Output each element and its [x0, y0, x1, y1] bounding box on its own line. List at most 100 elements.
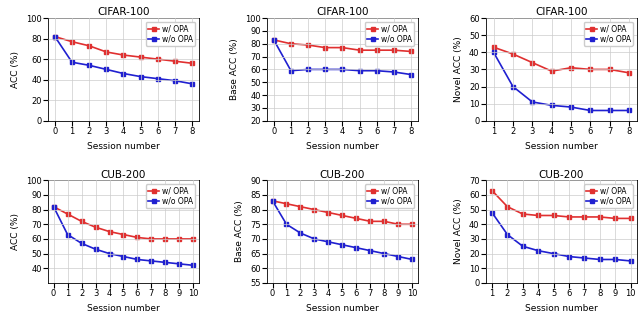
w/o OPA: [120, 71, 127, 75]
Line: w/o OPA: w/o OPA: [272, 38, 413, 77]
w/ OPA: [339, 214, 346, 217]
w/o OPA: [586, 109, 594, 113]
w/ OPA: [120, 233, 127, 237]
Line: w/o OPA: w/o OPA: [271, 199, 414, 262]
w/o OPA: [519, 244, 527, 248]
Y-axis label: ACC (%): ACC (%): [12, 213, 20, 250]
w/ OPA: [77, 219, 85, 223]
w/o OPA: [137, 75, 145, 79]
Y-axis label: Base ACC (%): Base ACC (%): [236, 201, 244, 263]
w/ OPA: [106, 230, 113, 234]
w/ OPA: [529, 61, 536, 64]
w/ OPA: [85, 44, 93, 48]
Title: CUB-200: CUB-200: [100, 169, 146, 180]
w/ OPA: [611, 216, 619, 220]
w/ OPA: [304, 43, 312, 47]
w/o OPA: [580, 256, 588, 260]
w/ OPA: [509, 52, 516, 56]
w/ OPA: [490, 45, 497, 49]
w/ OPA: [68, 40, 76, 44]
Title: CIFAR-100: CIFAR-100: [535, 7, 588, 17]
w/ OPA: [161, 237, 169, 241]
w/o OPA: [296, 231, 304, 235]
w/ OPA: [580, 215, 588, 219]
Title: CIFAR-100: CIFAR-100: [316, 7, 369, 17]
w/o OPA: [490, 50, 497, 54]
X-axis label: Session number: Session number: [306, 304, 379, 313]
w/ OPA: [567, 66, 575, 70]
w/ OPA: [394, 222, 402, 226]
w/ OPA: [175, 237, 183, 241]
w/ OPA: [137, 55, 145, 59]
w/ OPA: [356, 48, 364, 52]
w/o OPA: [488, 211, 496, 215]
w/o OPA: [102, 67, 110, 71]
w/o OPA: [407, 73, 415, 77]
Line: w/ OPA: w/ OPA: [492, 45, 631, 75]
w/ OPA: [287, 42, 295, 46]
w/o OPA: [175, 262, 183, 266]
w/ OPA: [50, 205, 58, 209]
w/o OPA: [77, 241, 85, 245]
w/o OPA: [339, 67, 346, 71]
w/o OPA: [367, 249, 374, 253]
w/o OPA: [287, 69, 295, 73]
w/ OPA: [171, 59, 179, 63]
w/o OPA: [550, 252, 557, 256]
w/ OPA: [321, 46, 329, 50]
Legend: w/ OPA, w/o OPA: w/ OPA, w/o OPA: [365, 184, 414, 208]
w/ OPA: [283, 202, 291, 206]
w/o OPA: [390, 70, 397, 74]
w/ OPA: [565, 215, 573, 219]
w/ OPA: [407, 49, 415, 53]
w/o OPA: [161, 261, 169, 265]
w/ OPA: [134, 236, 141, 240]
w/ OPA: [373, 48, 381, 52]
X-axis label: Session number: Session number: [87, 141, 160, 151]
Y-axis label: ACC (%): ACC (%): [12, 51, 20, 88]
w/o OPA: [339, 243, 346, 247]
w/o OPA: [106, 252, 113, 256]
w/o OPA: [85, 63, 93, 67]
w/ OPA: [51, 35, 59, 38]
w/o OPA: [51, 35, 59, 38]
w/o OPA: [189, 264, 197, 267]
w/o OPA: [606, 109, 614, 113]
w/ OPA: [548, 69, 556, 73]
w/ OPA: [550, 214, 557, 217]
w/ OPA: [269, 199, 276, 203]
w/o OPA: [283, 222, 291, 226]
w/ OPA: [534, 214, 542, 217]
Line: w/ OPA: w/ OPA: [51, 205, 195, 241]
w/o OPA: [148, 259, 156, 263]
Y-axis label: Novel ACC (%): Novel ACC (%): [454, 199, 463, 265]
w/o OPA: [270, 38, 278, 42]
w/ OPA: [519, 212, 527, 216]
w/o OPA: [171, 79, 179, 83]
w/ OPA: [353, 216, 360, 220]
Y-axis label: Novel ACC (%): Novel ACC (%): [454, 37, 463, 102]
w/ OPA: [367, 219, 374, 223]
w/ OPA: [627, 216, 634, 220]
w/ OPA: [586, 67, 594, 71]
w/ OPA: [625, 71, 633, 75]
Legend: w/ OPA, w/o OPA: w/ OPA, w/o OPA: [146, 184, 195, 208]
w/ OPA: [488, 189, 496, 192]
w/ OPA: [189, 237, 197, 241]
w/o OPA: [188, 82, 196, 86]
w/o OPA: [509, 85, 516, 89]
w/o OPA: [353, 246, 360, 250]
w/ OPA: [188, 61, 196, 65]
w/ OPA: [381, 219, 388, 223]
w/ OPA: [408, 222, 416, 226]
w/o OPA: [154, 77, 162, 81]
X-axis label: Session number: Session number: [306, 141, 379, 151]
w/o OPA: [68, 60, 76, 64]
Y-axis label: Base ACC (%): Base ACC (%): [230, 38, 239, 100]
w/o OPA: [394, 255, 402, 259]
Line: w/ OPA: w/ OPA: [490, 189, 633, 220]
w/ OPA: [504, 205, 511, 209]
Line: w/ OPA: w/ OPA: [271, 199, 414, 226]
w/o OPA: [50, 205, 58, 209]
w/o OPA: [321, 67, 329, 71]
